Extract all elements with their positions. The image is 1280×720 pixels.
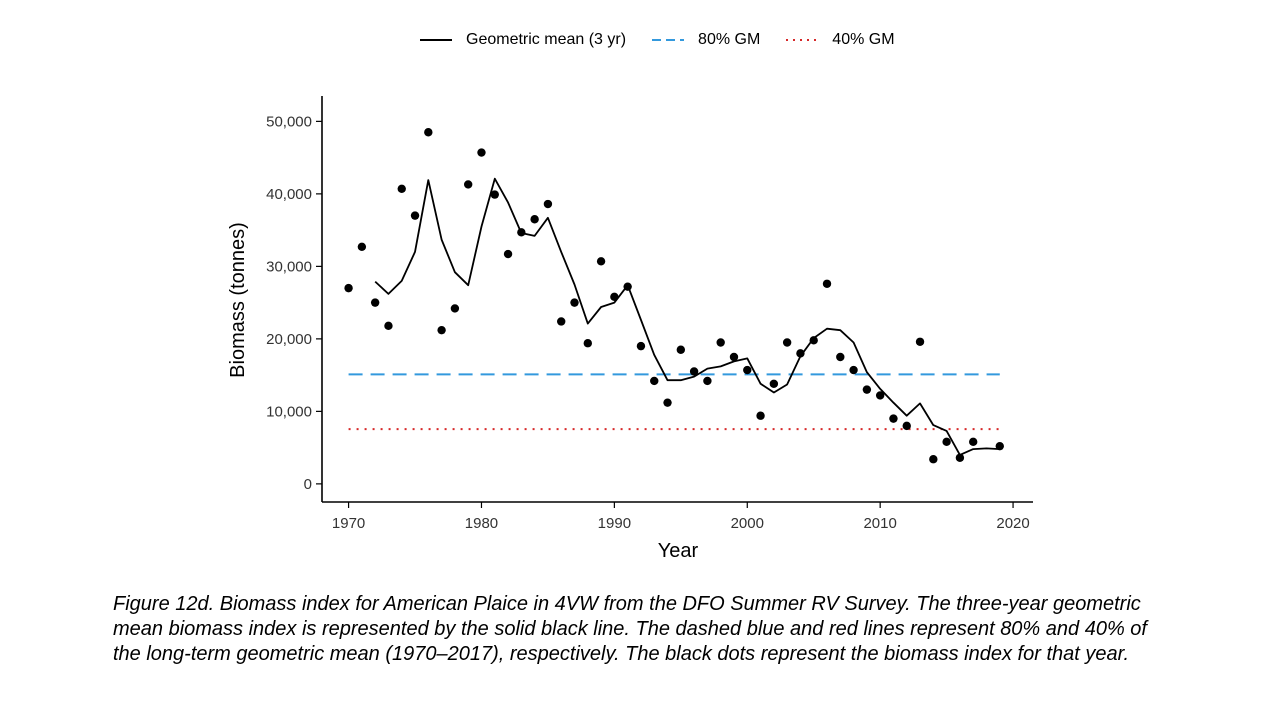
biomass-point [344,283,353,293]
reference-lines [348,373,1000,431]
y-tick-label: 20,000 [266,331,312,348]
biomass-point [716,338,725,347]
biomass-point [357,242,367,251]
biomass-point [397,184,406,193]
x-axis-label: Year [658,540,699,562]
biomass-point [623,282,632,291]
biomass-point [822,279,832,288]
y-tick-label: 10,000 [266,403,312,420]
biomass-point [557,317,566,326]
biomass-point [490,190,499,199]
geometric-mean-line [374,177,1000,456]
biomass-point [424,128,433,137]
biomass-point [370,298,380,307]
x-tick-label: 1970 [332,515,365,532]
biomass-point [583,339,592,348]
biomass-point [875,391,885,400]
chart-legend: Geometric mean (3 yr) 80% GM 40% GM [420,26,921,54]
biomass-point [530,215,539,224]
figure-caption: Figure 12d. Biomass index for American P… [113,593,1147,665]
biomass-point [849,365,858,375]
biomass-points [344,128,1004,464]
y-tick-label: 30,000 [266,258,312,275]
biomass-point [915,337,925,346]
biomass-point [995,441,1004,451]
chart-axes: 0 10,000 20,000 30,000 40,000 50,000 1970 1980 1… [266,96,1033,532]
biomass-point [729,352,739,362]
legend-dotted-line-icon [786,39,819,41]
biomass-point [902,421,911,431]
biomass-point [955,453,965,462]
biomass-point [836,352,845,362]
legend-item-80: 80% GM [652,31,760,49]
biomass-point [769,379,779,389]
biomass-point [743,365,752,375]
biomass-point [862,385,872,394]
biomass-point [517,228,526,237]
biomass-point [968,437,978,447]
biomass-point [543,199,553,209]
biomass-point [596,257,606,266]
biomass-point [503,249,513,259]
legend-label-gm: Geometric mean (3 yr) [466,31,627,48]
biomass-point [942,437,951,447]
biomass-point [889,414,898,423]
biomass-point [782,338,792,347]
biomass-point [636,341,646,351]
biomass-point [929,455,938,464]
biomass-point [796,349,805,358]
legend-label-40: 40% GM [832,31,895,48]
x-tick-label: 2000 [731,515,764,532]
geometric-mean-series [374,177,1000,456]
y-tick-label: 0 [304,476,312,493]
y-tick-label: 40,000 [266,186,312,203]
biomass-point [610,292,619,302]
biomass-point [676,345,686,354]
legend-item-40: 40% GM [786,31,895,49]
x-tick-label: 2010 [863,515,896,532]
legend-item-gm: Geometric mean (3 yr) [420,31,626,49]
legend-label-80: 80% GM [698,31,761,48]
biomass-point [756,411,765,420]
biomass-point [477,148,486,157]
biomass-point [450,304,460,313]
biomass-point [463,180,473,189]
y-tick-label: 50,000 [266,113,312,130]
legend-dashed-line-icon [652,39,685,41]
x-tick-label: 1990 [598,515,631,532]
biomass-point [437,325,446,335]
x-tick-label: 2020 [996,515,1029,532]
x-tick-label: 1980 [465,515,498,532]
biomass-point [703,376,712,386]
biomass-point [410,211,420,220]
biomass-point [384,321,393,331]
biomass-point [663,398,672,407]
biomass-point [809,336,818,345]
biomass-point [650,376,659,386]
biomass-point [570,298,579,307]
y-axis-label: Biomass (tonnes) [227,222,249,378]
legend-solid-line-icon [420,39,452,41]
biomass-point [689,367,699,376]
